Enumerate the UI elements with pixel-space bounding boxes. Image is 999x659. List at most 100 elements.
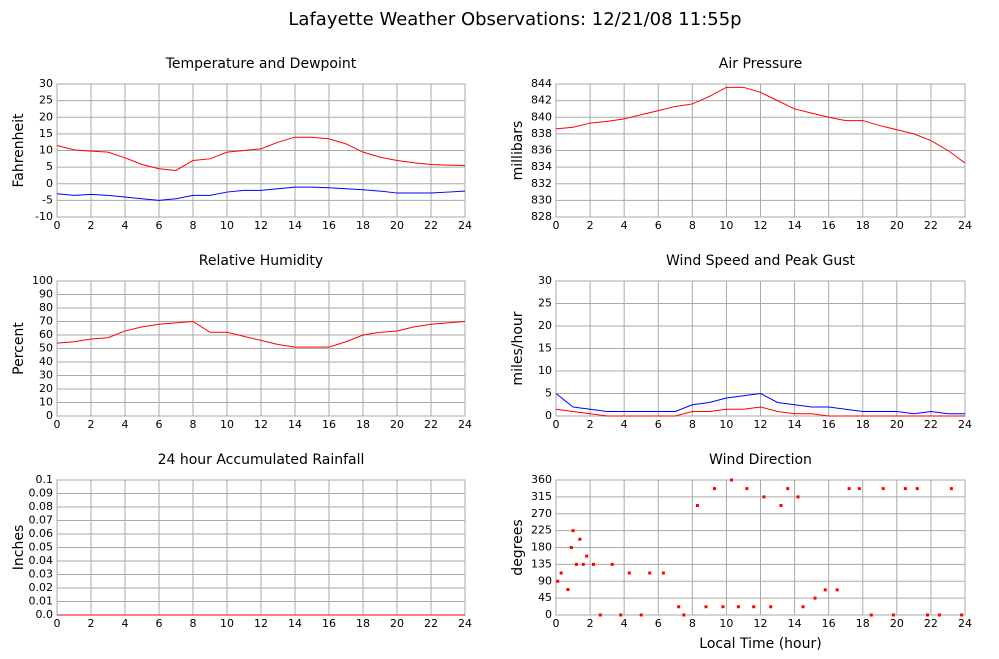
data-point [569, 546, 573, 549]
x-tick-label: 18 [356, 219, 370, 232]
y-tick-label: 0.09 [29, 487, 54, 500]
x-tick-label: 4 [621, 418, 628, 431]
x-tick-label: 2 [587, 617, 594, 630]
x-tick-label: 12 [754, 617, 768, 630]
x-tick-label: 16 [322, 219, 336, 232]
y-tick-label: 45 [538, 591, 552, 604]
x-tick-label: 16 [822, 418, 836, 431]
x-tick-label: 20 [390, 219, 404, 232]
x-tick-label: 24 [958, 418, 972, 431]
x-tick-label: 20 [890, 219, 904, 232]
x-tick-label: 2 [587, 219, 594, 232]
data-point [881, 487, 885, 491]
y-tick-label: 0.02 [29, 581, 54, 594]
y-tick-label: 5 [46, 160, 53, 173]
x-tick-label: 12 [754, 418, 768, 431]
x-tick-label: 10 [719, 219, 733, 232]
x-tick-label: 0 [54, 418, 61, 431]
y-tick-label: 135 [531, 557, 552, 570]
x-tick-label: 12 [754, 219, 768, 232]
chart-title: Air Pressure [719, 56, 802, 72]
x-tick-label: 4 [122, 418, 129, 431]
chart-title: Relative Humidity [199, 253, 323, 269]
x-tick-label: 14 [288, 219, 302, 232]
data-point [752, 605, 756, 609]
x-tick-label: 2 [88, 418, 95, 431]
y-tick-label: 10 [39, 396, 53, 409]
data-point [639, 613, 643, 617]
y-tick-label: 828 [531, 210, 552, 223]
y-tick-label: 15 [39, 127, 53, 140]
x-tick-label: 6 [156, 418, 163, 431]
x-tick-label: 20 [390, 418, 404, 431]
x-tick-label: 20 [890, 418, 904, 431]
x-tick-label: 24 [458, 617, 472, 630]
data-point [585, 554, 589, 558]
x-tick-label: 12 [254, 617, 268, 630]
y-tick-label: 30 [39, 77, 53, 90]
y-tick-label: 5 [545, 387, 552, 400]
data-point [559, 571, 563, 575]
data-line [56, 136, 466, 171]
x-tick-label: 16 [322, 418, 336, 431]
x-tick-label: 24 [958, 617, 972, 630]
y-tick-label: 10 [39, 144, 53, 157]
y-tick-label: 0.05 [29, 541, 54, 554]
y-tick-label: 360 [531, 473, 552, 486]
x-tick-label: 0 [54, 219, 61, 232]
data-point [581, 562, 585, 566]
y-tick-label: 0.04 [29, 554, 54, 567]
x-tick-label: 0 [553, 219, 560, 232]
x-tick-label: 20 [890, 617, 904, 630]
data-point [937, 613, 941, 617]
data-point [823, 588, 827, 592]
data-point [813, 596, 817, 600]
x-tick-label: 18 [356, 617, 370, 630]
y-tick-label: 180 [531, 541, 552, 554]
x-tick-label: 22 [924, 617, 938, 630]
x-tick-label: 6 [655, 418, 662, 431]
data-point [891, 613, 895, 617]
data-point [915, 487, 919, 491]
data-point [704, 605, 708, 609]
data-point [835, 588, 839, 592]
y-axis-label: degrees [510, 519, 526, 575]
y-tick-label: 20 [538, 319, 552, 332]
data-point [677, 605, 681, 609]
y-tick-label: 30 [39, 369, 53, 382]
y-tick-label: 834 [531, 160, 552, 173]
y-tick-label: 80 [39, 301, 53, 314]
data-point [598, 613, 602, 617]
data-point [796, 495, 800, 499]
y-axis-label: miles/hour [510, 311, 526, 385]
y-tick-label: 70 [39, 315, 53, 328]
y-tick-label: 832 [531, 177, 552, 190]
y-tick-label: 15 [538, 342, 552, 355]
x-tick-label: 2 [88, 617, 95, 630]
x-tick-label: 4 [621, 617, 628, 630]
chart-title: Wind Direction [709, 452, 812, 468]
y-tick-label: 0.08 [29, 500, 54, 513]
y-tick-label: 90 [538, 574, 552, 587]
y-axis-label: Fahrenheit [11, 113, 27, 188]
x-tick-label: 8 [689, 219, 696, 232]
y-tick-label: 225 [531, 524, 552, 537]
data-point [648, 571, 652, 575]
data-line [555, 406, 965, 417]
x-tick-label: 10 [220, 219, 234, 232]
data-line [555, 86, 966, 164]
data-point [578, 537, 582, 541]
x-tick-label: 10 [719, 617, 733, 630]
y-axis-label: Inches [11, 525, 27, 570]
y-axis-label: Percent [11, 322, 27, 375]
x-tick-label: 22 [424, 617, 438, 630]
x-tick-label: 14 [788, 219, 802, 232]
y-axis-label: millibars [510, 121, 526, 181]
y-tick-label: 0 [46, 177, 53, 190]
x-tick-label: 14 [288, 418, 302, 431]
data-point [574, 562, 578, 566]
data-point [695, 504, 699, 507]
data-line [56, 186, 466, 201]
y-tick-label: 30 [538, 274, 552, 287]
